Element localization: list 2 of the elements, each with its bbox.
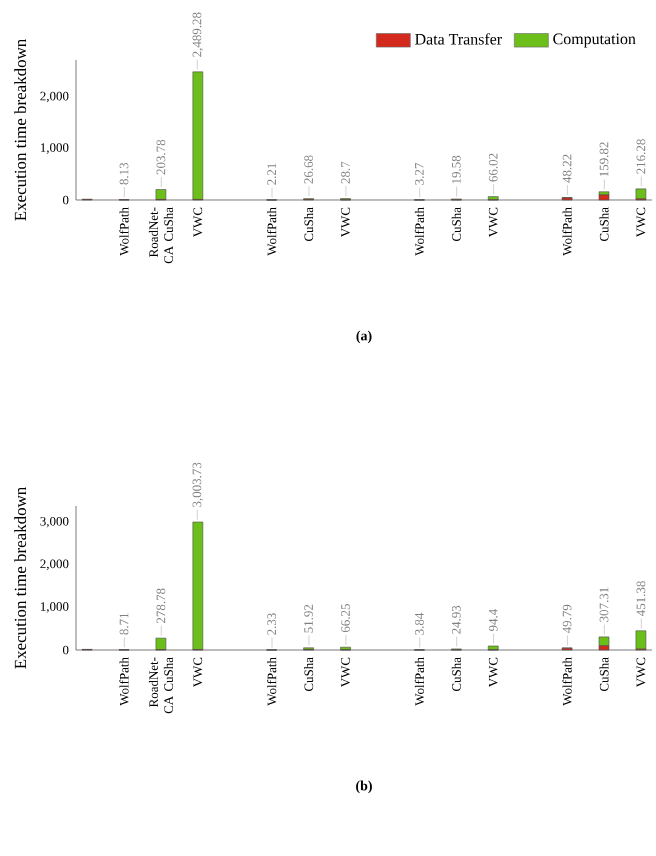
y-axis-title: Execution time breakdown bbox=[14, 38, 27, 221]
y-axis-title: Execution time breakdown bbox=[14, 486, 27, 669]
